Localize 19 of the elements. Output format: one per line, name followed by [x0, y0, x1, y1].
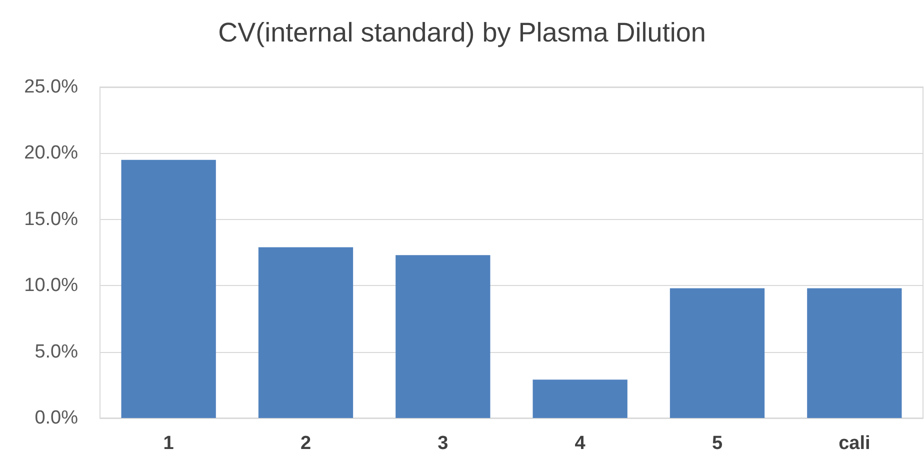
- x-tick-label: 4: [574, 433, 586, 454]
- bar: [532, 380, 628, 418]
- x-tick-label: cali: [838, 433, 870, 454]
- y-tick-label: 0.0%: [34, 408, 78, 428]
- bar: [121, 160, 216, 418]
- bar: [258, 247, 354, 418]
- y-tick-label: 10.0%: [24, 275, 78, 296]
- x-tick-label: 5: [712, 433, 723, 454]
- y-tick-label: 5.0%: [34, 341, 78, 362]
- y-tick-label: 25.0%: [24, 76, 78, 98]
- x-tick-label: 1: [163, 433, 174, 454]
- chart-title: CV(internal standard) by Plasma Dilution: [218, 18, 706, 48]
- y-tick-label: 15.0%: [24, 208, 78, 230]
- bar: [807, 288, 902, 418]
- x-tick-label: 3: [438, 433, 448, 454]
- bar: [670, 288, 765, 418]
- bar: [396, 255, 490, 418]
- x-tick-label: 2: [300, 433, 312, 454]
- y-tick-label: 20.0%: [24, 142, 78, 164]
